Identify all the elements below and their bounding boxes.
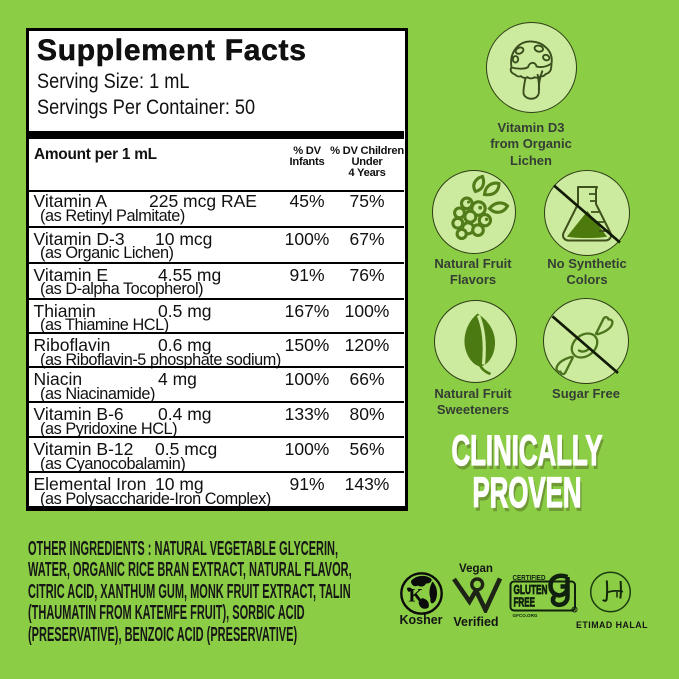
svg-text:CERTIFIED: CERTIFIED bbox=[513, 573, 547, 582]
svg-text:GFCO.ORG: GFCO.ORG bbox=[513, 613, 538, 618]
svg-text:K: K bbox=[409, 586, 424, 607]
svg-text:FREE: FREE bbox=[514, 596, 536, 610]
svg-text:R: R bbox=[573, 608, 577, 613]
svg-text:GLUTEN: GLUTEN bbox=[514, 583, 548, 597]
